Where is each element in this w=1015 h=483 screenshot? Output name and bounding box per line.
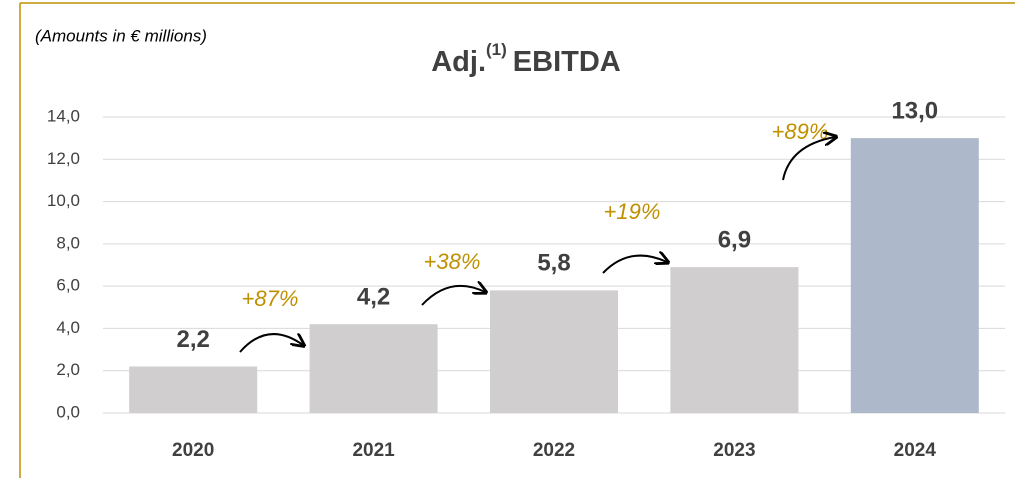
subtitle: (Amounts in € millions) [35, 26, 207, 45]
plot: 0,0 2,0 4,0 6,0 8,0 10,0 12,0 14,0 2020 2,2 2021 4,… [47, 97, 1005, 461]
growth-label: +89% [772, 119, 829, 144]
data-label: 6,9 [718, 226, 751, 253]
x-tick-label: 2022 [533, 440, 575, 461]
x-tick-label: 2024 [894, 440, 937, 461]
bar [129, 366, 258, 413]
growth-arrow [239, 334, 303, 353]
data-label: 5,8 [537, 250, 570, 277]
data-label: 4,2 [357, 284, 390, 311]
y-tick-label: 14,0 [47, 106, 80, 125]
title-superscript: (1) [486, 40, 507, 59]
data-label: 2,2 [177, 326, 210, 353]
bar [670, 267, 799, 413]
title-part: Adj. [431, 46, 486, 78]
bar [850, 138, 979, 413]
y-tick-label: 8,0 [56, 233, 80, 252]
growth-label: +87% [242, 286, 299, 311]
x-tick-label: 2023 [713, 440, 755, 461]
growth-arrow [782, 137, 835, 181]
bar [490, 290, 618, 413]
y-tick-label: 6,0 [56, 276, 80, 295]
x-tick-label: 2020 [172, 440, 214, 461]
title-part: EBITDA [513, 46, 621, 78]
y-tick-label: 0,0 [56, 402, 80, 421]
growth-label: +19% [604, 199, 661, 224]
y-tick-label: 10,0 [47, 191, 80, 210]
bar [309, 324, 438, 413]
y-tick-label: 12,0 [47, 149, 80, 168]
growth-arrow [602, 256, 667, 274]
growth-arrow [421, 286, 485, 306]
y-tick-label: 2,0 [56, 360, 80, 379]
y-tick-label: 4,0 [56, 318, 80, 337]
x-tick-label: 2021 [352, 440, 395, 461]
growth-label: +38% [424, 249, 481, 274]
chart-title: Adj.(1) EBITDA [431, 40, 621, 77]
data-label: 13,0 [891, 97, 938, 124]
